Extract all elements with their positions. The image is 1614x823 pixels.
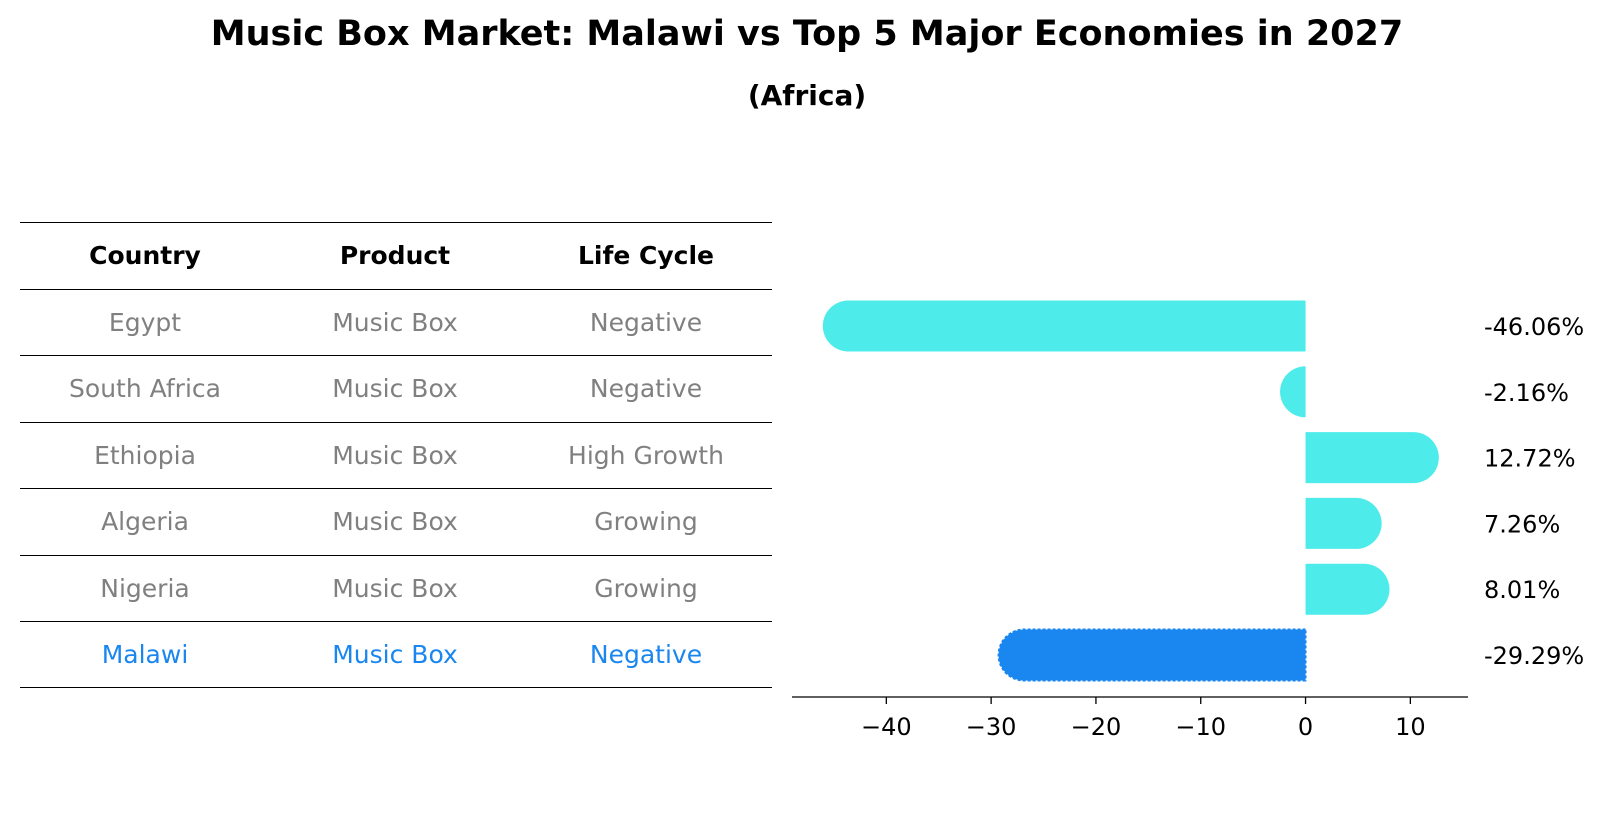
life-cycle-cell: Negative — [589, 307, 703, 337]
x-tick-label: −40 — [861, 713, 912, 741]
x-tick-label: 0 — [1298, 713, 1313, 741]
product-cell: Music Box — [332, 440, 458, 470]
product-cell: Music Box — [332, 374, 458, 403]
chart-title: Music Box Market: Malawi vs Top 5 Major … — [210, 14, 1404, 54]
comparison-table: Country Product Life Cycle Egypt Music B… — [20, 222, 772, 688]
country-cell: Malawi — [101, 640, 189, 669]
country-cell: Nigeria — [100, 573, 190, 603]
bar-value-label: -29.29% — [1484, 642, 1584, 670]
x-tick-label: 10 — [1395, 713, 1426, 741]
table-row: Nigeria Music Box Growing — [20, 554, 772, 622]
table-row: Egypt Music Box Negative — [20, 288, 772, 356]
x-tick-label: −30 — [966, 713, 1017, 741]
table-row: Algeria Music Box Growing — [20, 488, 772, 555]
bar-value-label: -2.16% — [1484, 379, 1569, 407]
life-cycle-cell: Growing — [594, 507, 698, 536]
bar-value-label: -46.06% — [1484, 313, 1584, 341]
country-cell: South Africa — [69, 374, 221, 403]
life-cycle-cell: Negative — [589, 374, 703, 403]
bar-value-label: 7.26% — [1484, 510, 1560, 538]
product-cell: Music Box — [332, 573, 458, 603]
header-life-cycle: Life Cycle — [577, 241, 715, 270]
table-row: South Africa Music Box Negative — [20, 355, 772, 422]
chart-subtitle: (Africa) — [747, 79, 867, 112]
table-row: Ethiopia Music Box High Growth — [20, 421, 772, 489]
bar-ethiopia — [1305, 432, 1439, 484]
table-header-row: Country Product Life Cycle — [20, 222, 772, 289]
x-tick-label: −10 — [1175, 713, 1226, 741]
x-tick-label: −20 — [1071, 713, 1122, 741]
bar-malawi — [997, 628, 1307, 682]
bar-nigeria — [1305, 563, 1390, 615]
country-cell: Egypt — [108, 307, 182, 337]
life-cycle-cell: Negative — [589, 640, 703, 669]
product-cell: Music Box — [332, 507, 458, 536]
bar-value-label: 12.72% — [1484, 445, 1576, 473]
country-cell: Ethiopia — [94, 440, 196, 470]
table-row-highlight: Malawi Music Box Negative — [20, 621, 772, 688]
header-product: Product — [339, 241, 451, 270]
header-country: Country — [89, 241, 201, 270]
bar-south-africa — [1280, 366, 1306, 418]
bar-egypt — [822, 300, 1306, 352]
country-cell: Algeria — [101, 507, 189, 536]
life-cycle-cell: High Growth — [568, 440, 724, 470]
product-cell: Music Box — [332, 307, 458, 337]
product-cell: Music Box — [332, 640, 458, 669]
bar-value-label: 8.01% — [1484, 576, 1560, 604]
bar-algeria — [1305, 497, 1382, 549]
life-cycle-cell: Growing — [594, 573, 698, 603]
